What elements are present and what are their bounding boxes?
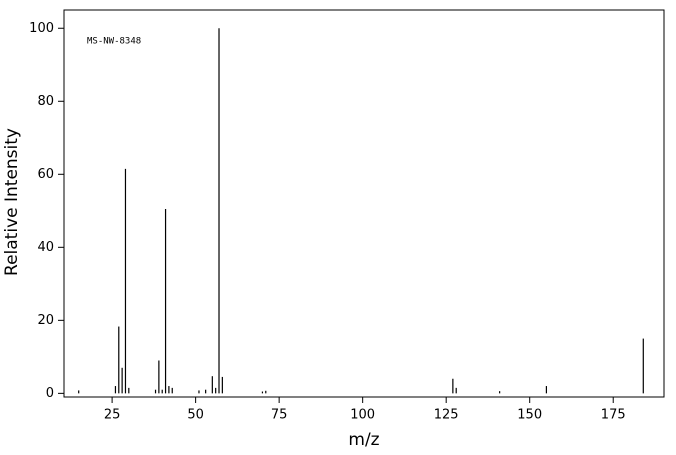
y-axis-title: Relative Intensity xyxy=(2,128,22,276)
x-tick-label: 100 xyxy=(350,408,375,423)
y-tick-label: 60 xyxy=(37,167,54,182)
x-tick-label: 175 xyxy=(601,408,626,423)
plot-frame xyxy=(63,9,665,398)
x-tick-label: 125 xyxy=(434,408,459,423)
x-tick-label: 25 xyxy=(104,408,121,423)
x-tick-label: 150 xyxy=(517,408,542,423)
x-axis-title: m/z xyxy=(348,430,379,450)
y-tick-label: 80 xyxy=(37,94,54,109)
y-tick-label: 0 xyxy=(46,386,54,401)
x-tick-label: 50 xyxy=(187,408,204,423)
x-tick-label: 75 xyxy=(271,408,288,423)
annotation: MS-NW-8348 xyxy=(87,37,141,47)
y-tick-label: 100 xyxy=(29,21,54,36)
y-tick-label: 20 xyxy=(37,313,54,328)
y-tick-label: 40 xyxy=(37,240,54,255)
